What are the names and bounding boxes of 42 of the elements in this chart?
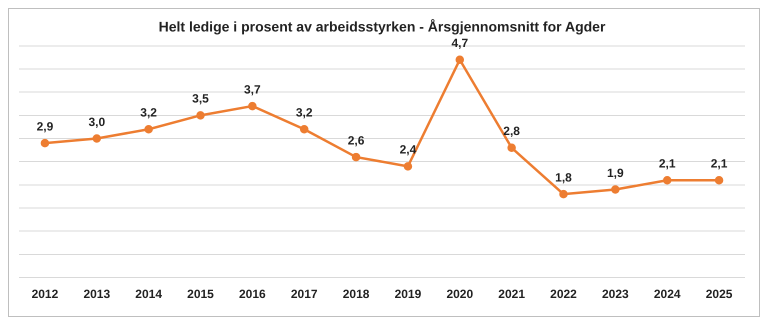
data-label: 3,7: [244, 82, 262, 96]
data-label: 4,7: [451, 36, 468, 50]
data-label: 1,9: [607, 166, 624, 180]
data-label: 2,1: [658, 156, 676, 171]
point: [352, 152, 360, 162]
chart-title: Helt ledige i prosent av arbeidsstyrken - Årsgjennomsnitt for Agder: [158, 18, 606, 34]
point: [144, 125, 153, 134]
data-label: 1,8: [555, 170, 572, 184]
point: [714, 176, 724, 184]
x-tick-label: 2024: [654, 287, 681, 302]
x-tick-label: 2020: [446, 287, 474, 302]
point: [92, 134, 102, 143]
x-tick-label: 2014: [135, 287, 162, 302]
data-label: 3,2: [296, 106, 313, 120]
point: [559, 190, 568, 198]
data-label: 2,8: [503, 124, 520, 138]
data-label: 2,9: [36, 119, 54, 134]
x-tick-label: 2019: [394, 287, 422, 302]
x-tick-label: 2012: [32, 287, 59, 302]
point: [40, 138, 50, 148]
point: [456, 55, 464, 64]
data-label: 2,6: [348, 133, 365, 148]
data-label: 3,5: [192, 92, 210, 106]
point: [507, 144, 516, 152]
point: [196, 111, 205, 120]
x-tick-label: 2013: [83, 287, 110, 302]
x-tick-label: 2022: [550, 287, 578, 302]
x-tick-label: 2025: [706, 287, 733, 302]
point: [611, 185, 620, 194]
x-tick-label: 2017: [290, 287, 318, 302]
x-tick-label: 2016: [239, 287, 266, 302]
data-label: 2,1: [710, 156, 728, 171]
point: [404, 162, 412, 171]
point: [248, 102, 257, 110]
x-tick-label: 2018: [342, 287, 370, 302]
data-label: 3,2: [140, 106, 158, 120]
x-tick-label: 2015: [187, 287, 214, 302]
x-tick-label: 2021: [498, 287, 526, 302]
point: [662, 176, 672, 184]
x-tick-label: 2023: [602, 287, 630, 302]
data-label: 3,0: [88, 114, 106, 129]
point: [300, 125, 308, 134]
